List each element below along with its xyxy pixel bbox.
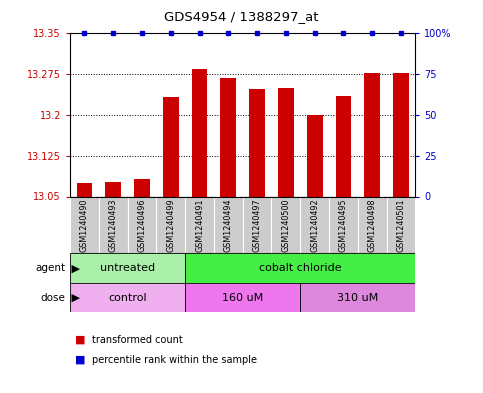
- Text: GSM1240497: GSM1240497: [253, 198, 262, 252]
- Bar: [307, 115, 323, 196]
- Text: cobalt chloride: cobalt chloride: [259, 263, 341, 273]
- Text: GSM1240500: GSM1240500: [282, 198, 290, 252]
- Bar: [70, 196, 99, 253]
- Text: control: control: [108, 293, 147, 303]
- Text: 310 uM: 310 uM: [337, 293, 379, 303]
- Bar: [300, 196, 329, 253]
- Bar: [76, 183, 92, 196]
- Bar: [300, 283, 415, 312]
- Bar: [243, 196, 271, 253]
- Text: untreated: untreated: [100, 263, 155, 273]
- Bar: [185, 283, 300, 312]
- Text: agent: agent: [35, 263, 65, 273]
- Text: percentile rank within the sample: percentile rank within the sample: [92, 354, 257, 365]
- Bar: [220, 78, 236, 196]
- Text: ■: ■: [75, 354, 85, 365]
- Text: GSM1240495: GSM1240495: [339, 198, 348, 252]
- Text: GSM1240499: GSM1240499: [166, 198, 175, 252]
- Bar: [393, 73, 409, 196]
- Bar: [249, 89, 265, 196]
- Bar: [214, 196, 243, 253]
- Bar: [364, 73, 380, 196]
- Bar: [70, 253, 185, 283]
- Bar: [105, 182, 121, 196]
- Text: GSM1240494: GSM1240494: [224, 198, 233, 252]
- Bar: [156, 196, 185, 253]
- Bar: [185, 196, 214, 253]
- Text: GDS4954 / 1388297_at: GDS4954 / 1388297_at: [164, 10, 319, 23]
- Bar: [134, 179, 150, 196]
- Bar: [163, 97, 179, 196]
- Text: GSM1240493: GSM1240493: [109, 198, 118, 252]
- Text: transformed count: transformed count: [92, 335, 183, 345]
- Bar: [329, 196, 358, 253]
- Text: ■: ■: [75, 335, 85, 345]
- Bar: [128, 196, 156, 253]
- Text: ▶: ▶: [68, 263, 80, 273]
- Bar: [336, 96, 351, 196]
- Bar: [192, 69, 208, 196]
- Bar: [185, 253, 415, 283]
- Bar: [358, 196, 386, 253]
- Text: GSM1240496: GSM1240496: [138, 198, 146, 252]
- Bar: [278, 88, 294, 196]
- Text: GSM1240491: GSM1240491: [195, 198, 204, 252]
- Text: dose: dose: [40, 293, 65, 303]
- Bar: [271, 196, 300, 253]
- Text: GSM1240490: GSM1240490: [80, 198, 89, 252]
- Bar: [386, 196, 415, 253]
- Text: GSM1240501: GSM1240501: [397, 198, 406, 252]
- Bar: [99, 196, 128, 253]
- Text: 160 uM: 160 uM: [222, 293, 263, 303]
- Text: ▶: ▶: [68, 293, 80, 303]
- Text: GSM1240498: GSM1240498: [368, 198, 377, 252]
- Text: GSM1240492: GSM1240492: [310, 198, 319, 252]
- Bar: [70, 283, 185, 312]
